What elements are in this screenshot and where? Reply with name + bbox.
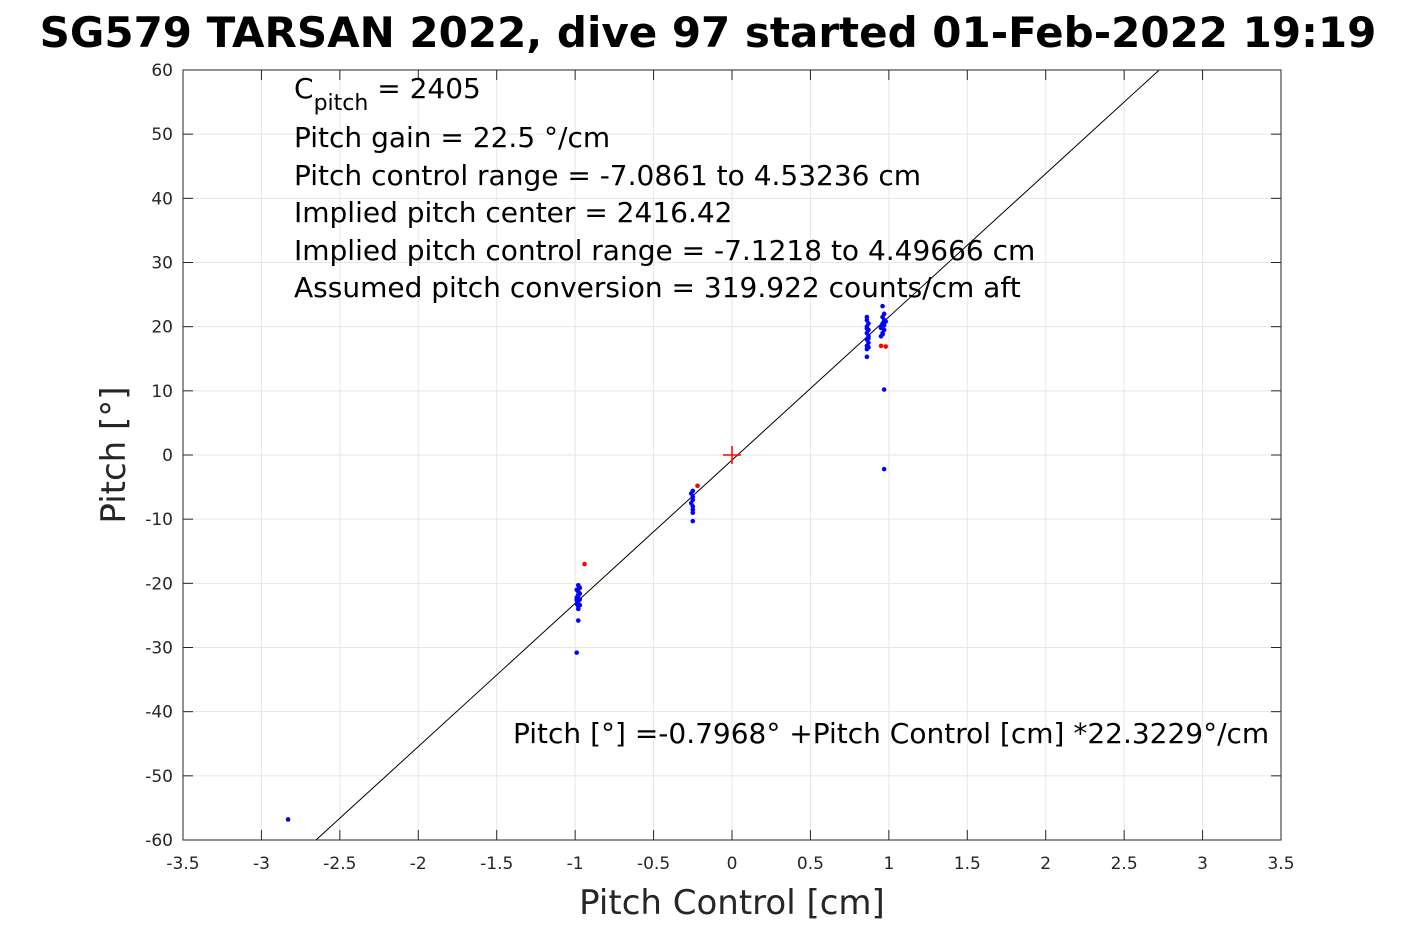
x-tick-label: -2 bbox=[410, 854, 427, 874]
cpitch-symbol: C bbox=[294, 72, 314, 105]
axes-box bbox=[182, 69, 1282, 841]
annotation-pitch-conversion: Assumed pitch conversion = 319.922 count… bbox=[294, 271, 1021, 304]
data-point bbox=[575, 592, 581, 598]
y-tick-label: -60 bbox=[145, 831, 173, 851]
data-point bbox=[690, 507, 696, 512]
x-tick-label: 3 bbox=[1197, 854, 1208, 874]
x-tick-label: 0.5 bbox=[797, 854, 824, 874]
y-tick-label: -20 bbox=[145, 574, 173, 594]
data-point bbox=[577, 602, 583, 608]
x-tick-label: -3 bbox=[253, 854, 270, 874]
data-point bbox=[881, 387, 887, 392]
x-tick-label: -2.5 bbox=[323, 854, 356, 874]
x-tick-label: 3.5 bbox=[1267, 854, 1294, 874]
annotation-pitch-control-range: Pitch control range = -7.0861 to 4.53236… bbox=[294, 159, 921, 192]
data-points bbox=[285, 303, 889, 822]
data-point bbox=[878, 343, 884, 349]
data-point bbox=[881, 311, 887, 317]
fit-equation-annotation: Pitch [°] =-0.7968° +Pitch Control [cm] … bbox=[513, 717, 1269, 750]
chart-title: SG579 TARSAN 2022, dive 97 started 01-Fe… bbox=[40, 8, 1377, 57]
y-tick-label: 60 bbox=[151, 61, 173, 81]
x-tick-label: 2.5 bbox=[1111, 854, 1138, 874]
data-point bbox=[285, 817, 291, 822]
y-tick-label: 10 bbox=[151, 382, 173, 402]
axis-ticks: -3.5 -3 -2.5 -2 -1.5 -1 -0.5 0 0.5 1 1.5 2 2.5 3 3.5 -6… bbox=[145, 61, 1294, 874]
data-point bbox=[575, 618, 581, 623]
y-tick-label: -40 bbox=[145, 703, 173, 723]
data-point bbox=[574, 650, 580, 655]
data-point bbox=[695, 483, 700, 489]
cpitch-annotation: Cpitch = 2405 bbox=[294, 72, 481, 116]
y-tick-label: 40 bbox=[151, 189, 173, 209]
data-point bbox=[881, 323, 887, 328]
data-point bbox=[864, 326, 870, 331]
data-point bbox=[883, 319, 889, 324]
annotation-implied-control-range: Implied pitch control range = -7.1218 to… bbox=[294, 234, 1035, 267]
data-point bbox=[880, 303, 885, 309]
data-point bbox=[575, 582, 581, 588]
data-point bbox=[864, 317, 870, 323]
data-point bbox=[878, 325, 884, 331]
data-point bbox=[883, 344, 889, 349]
y-tick-label: 0 bbox=[162, 446, 173, 466]
x-axis-label: Pitch Control [cm] bbox=[579, 883, 885, 923]
y-axis-label: Pitch [°] bbox=[94, 386, 134, 523]
data-point bbox=[690, 518, 696, 524]
y-tick-label: -30 bbox=[145, 639, 173, 659]
grid bbox=[182, 69, 1282, 841]
data-point bbox=[690, 497, 696, 503]
x-tick-label: -3.5 bbox=[166, 854, 199, 874]
x-tick-label: -1.5 bbox=[480, 854, 513, 874]
y-tick-label: -10 bbox=[145, 510, 173, 530]
annotation-implied-pitch-center: Implied pitch center = 2416.42 bbox=[294, 196, 732, 229]
cpitch-subscript: pitch bbox=[314, 91, 369, 116]
x-tick-label: 1.5 bbox=[954, 854, 981, 874]
y-tick-label: 30 bbox=[151, 254, 173, 274]
center-marker-group bbox=[723, 446, 741, 464]
data-point bbox=[881, 466, 887, 472]
data-point bbox=[866, 335, 871, 341]
annotation-pitch-gain: Pitch gain = 22.5 °/cm bbox=[294, 121, 610, 154]
data-point bbox=[582, 561, 587, 567]
cpitch-value: = 2405 bbox=[368, 72, 481, 105]
data-point bbox=[574, 597, 580, 603]
x-tick-label: 1 bbox=[883, 854, 894, 874]
x-tick-label: 2 bbox=[1040, 854, 1051, 874]
data-point bbox=[690, 510, 696, 516]
x-tick-label: 0 bbox=[727, 854, 738, 874]
data-point bbox=[864, 314, 870, 320]
y-tick-label: 20 bbox=[151, 318, 173, 338]
x-tick-label: -1 bbox=[567, 854, 584, 874]
x-tick-label: -0.5 bbox=[637, 854, 670, 874]
data-point bbox=[866, 344, 871, 350]
data-point bbox=[690, 488, 696, 494]
y-tick-label: -50 bbox=[145, 767, 173, 787]
data-point bbox=[880, 332, 885, 337]
data-point bbox=[864, 354, 870, 360]
y-tick-label: 50 bbox=[151, 125, 173, 145]
